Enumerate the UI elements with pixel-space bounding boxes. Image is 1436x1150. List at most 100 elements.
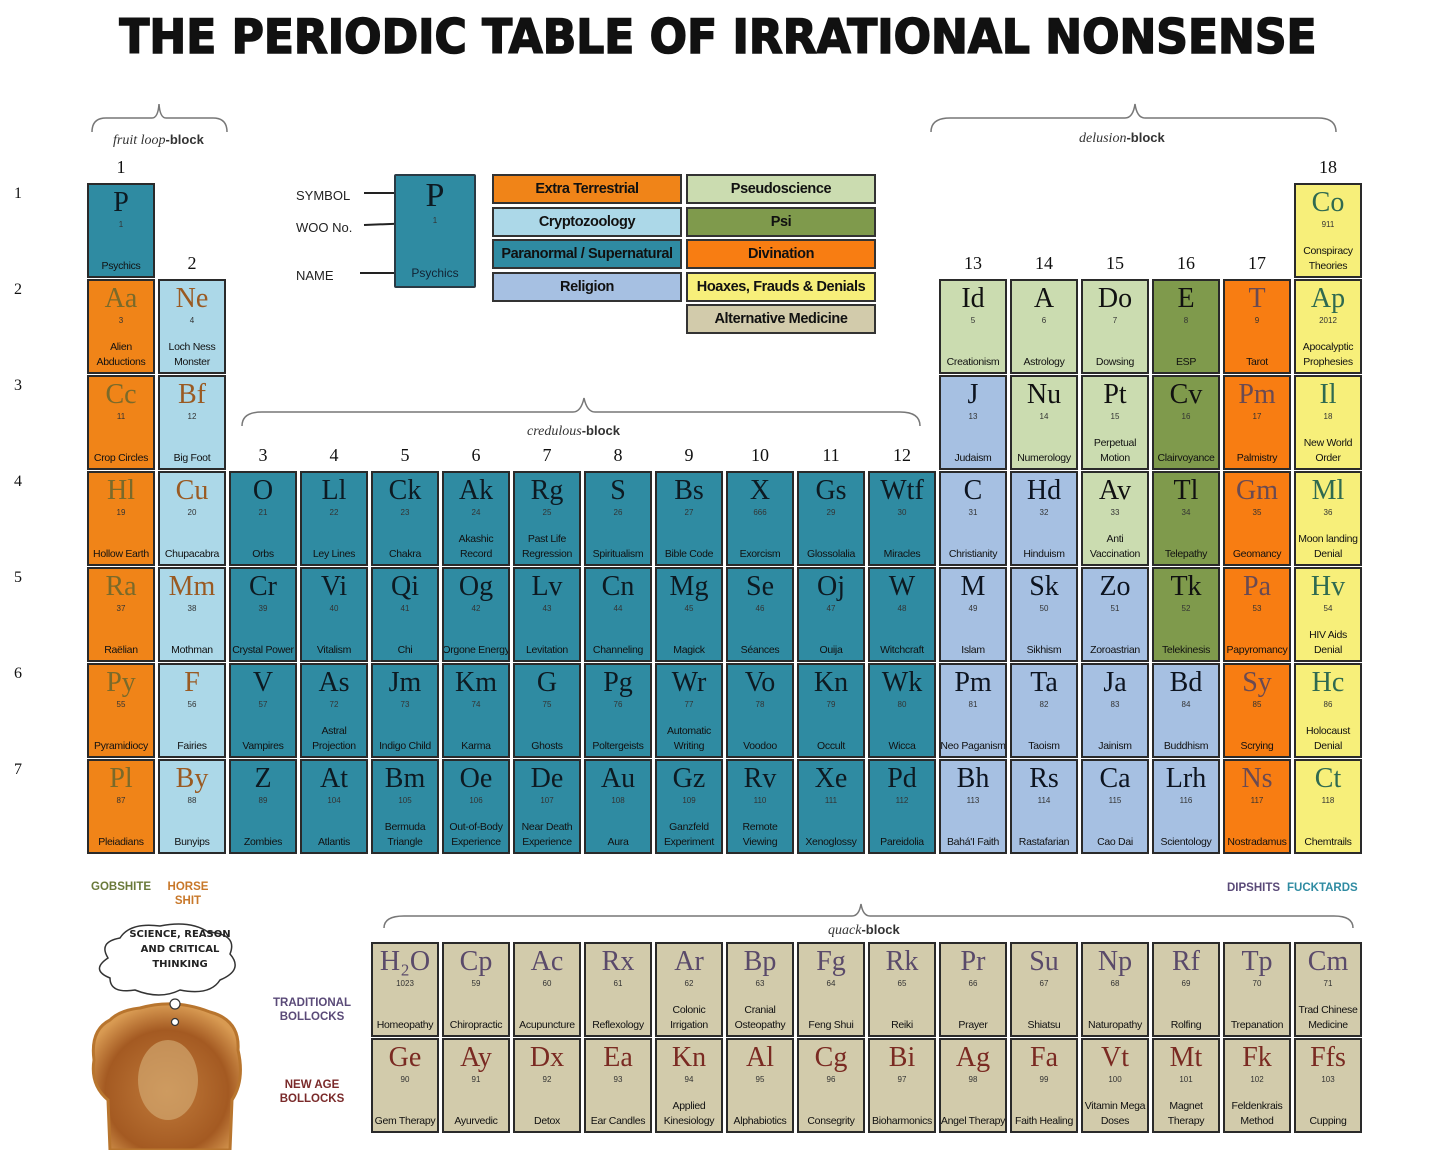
element-symbol: E (1177, 283, 1195, 314)
element-cell: Cm 71 Trad Chinese Medicine (1294, 942, 1362, 1037)
credulous-block-label: credulous-block (527, 423, 620, 440)
element-cell: Ap 2012 Apocalyptic Prophesies (1294, 279, 1362, 374)
element-number: 86 (1323, 700, 1333, 709)
element-cell: Cr 39 Crystal Power (229, 567, 297, 662)
element-cell: G 75 Ghosts (513, 663, 581, 758)
element-symbol: Ns (1241, 763, 1273, 794)
element-number: 60 (542, 979, 552, 988)
element-symbol: Ja (1103, 667, 1127, 698)
element-symbol: Z (254, 763, 272, 794)
element-number: 49 (968, 604, 978, 613)
element-name: Past Life Regression (521, 533, 573, 560)
element-name: Wicca (888, 740, 916, 752)
element-symbol: O (252, 475, 274, 506)
element-symbol: As (318, 667, 350, 698)
element-name: ESP (1175, 356, 1197, 368)
element-symbol: P (113, 187, 129, 218)
element-name: Hinduism (1023, 548, 1065, 560)
element-number: 62 (684, 979, 694, 988)
element-number: 82 (1039, 700, 1049, 709)
element-cell: Og 42 Orgone Energy (442, 567, 510, 662)
element-cell: Rg 25 Past Life Regression (513, 471, 581, 566)
element-cell: E 8 ESP (1152, 279, 1220, 374)
group-label: 2 (187, 253, 197, 273)
element-name: Telepathy (1164, 548, 1208, 560)
element-number: 50 (1039, 604, 1049, 613)
element-number: 31 (968, 508, 978, 517)
element-symbol: Km (455, 667, 497, 698)
element-number: 4 (189, 316, 195, 325)
legend-hoax: Hoaxes, Frauds & Denials (686, 271, 876, 302)
element-cell: Al 95 Alphabiotics (726, 1038, 794, 1133)
element-symbol: Py (106, 667, 136, 698)
element-name: Karma (461, 740, 491, 752)
element-symbol: Cr (249, 571, 277, 602)
element-number: 23 (400, 508, 410, 517)
element-number: 26 (613, 508, 623, 517)
element-number: 118 (1321, 796, 1335, 805)
element-name: Apocalyptic Prophesies (1302, 341, 1354, 368)
element-number: 13 (968, 412, 978, 421)
element-cell: V 57 Vampires (229, 663, 297, 758)
element-name: Feldenkrais Method (1231, 1100, 1283, 1127)
element-number: 77 (684, 700, 694, 709)
element-number: 39 (258, 604, 268, 613)
element-cell: T 9 Tarot (1223, 279, 1291, 374)
block-italic: credulous (527, 424, 582, 439)
element-number: 25 (542, 508, 552, 517)
element-cell: Ra 37 Raëlian (87, 567, 155, 662)
element-number: 68 (1110, 979, 1120, 988)
element-number: 6 (1041, 316, 1047, 325)
element-name: Bahá'I Faith (946, 836, 1000, 848)
element-cell: Rv 110 Remote Viewing (726, 759, 794, 854)
element-cell: Fg 64 Feng Shui (797, 942, 865, 1037)
element-name: Out-of-Body Experience (449, 821, 503, 848)
group-label: 10 (751, 445, 769, 465)
element-number: 112 (895, 796, 909, 805)
element-cell: Aa 3 Alien Abductions (87, 279, 155, 374)
element-number: 76 (613, 700, 623, 709)
element-cell: Hl 19 Hollow Earth (87, 471, 155, 566)
element-number: 116 (1179, 796, 1193, 805)
element-cell: Ck 23 Chakra (371, 471, 439, 566)
group-label: 5 (400, 445, 410, 465)
element-symbol: Wr (671, 667, 707, 698)
element-cell: Ml 36 Moon landing Denial (1294, 471, 1362, 566)
element-symbol: Lrh (1165, 763, 1207, 794)
element-number: 59 (471, 979, 481, 988)
element-cell: Sk 50 Sikhism (1010, 567, 1078, 662)
element-cell: Bh 113 Bahá'I Faith (939, 759, 1007, 854)
element-name: Shiatsu (1027, 1019, 1061, 1031)
element-symbol: Bh (956, 763, 990, 794)
element-number: 91 (471, 1075, 481, 1084)
element-symbol: H₂O (379, 946, 431, 977)
element-symbol: Kn (813, 667, 849, 698)
element-name: Numerology (1017, 452, 1071, 464)
element-name: Bunyips (174, 836, 210, 848)
element-cell: Av 33 Anti Vaccination (1081, 471, 1149, 566)
group-label: 3 (258, 445, 268, 465)
element-name: Exorcism (739, 548, 781, 560)
element-cell: W 48 Witchcraft (868, 567, 936, 662)
element-symbol: Pm (954, 667, 992, 698)
element-number: 98 (968, 1075, 978, 1084)
element-symbol: Rf (1172, 946, 1200, 977)
element-number: 80 (897, 700, 907, 709)
element-name: Trepanation (1230, 1019, 1284, 1031)
element-symbol: Pa (1243, 571, 1271, 602)
element-cell: Dx 92 Detox (513, 1038, 581, 1133)
block-bold: -block (581, 423, 620, 438)
element-cell: Vi 40 Vitalism (300, 567, 368, 662)
element-name: Christianity (948, 548, 998, 560)
element-name: Dowsing (1095, 356, 1135, 368)
element-symbol: Vt (1101, 1042, 1129, 1073)
element-number: 48 (897, 604, 907, 613)
block-italic: fruit loop (113, 133, 166, 148)
element-cell: Rs 114 Rastafarian (1010, 759, 1078, 854)
element-number: 41 (400, 604, 410, 613)
element-number: 106 (469, 796, 483, 805)
element-symbol: Bd (1169, 667, 1203, 698)
element-cell: Hd 32 Hinduism (1010, 471, 1078, 566)
element-number: 85 (1252, 700, 1262, 709)
element-number: 911 (1321, 220, 1335, 229)
